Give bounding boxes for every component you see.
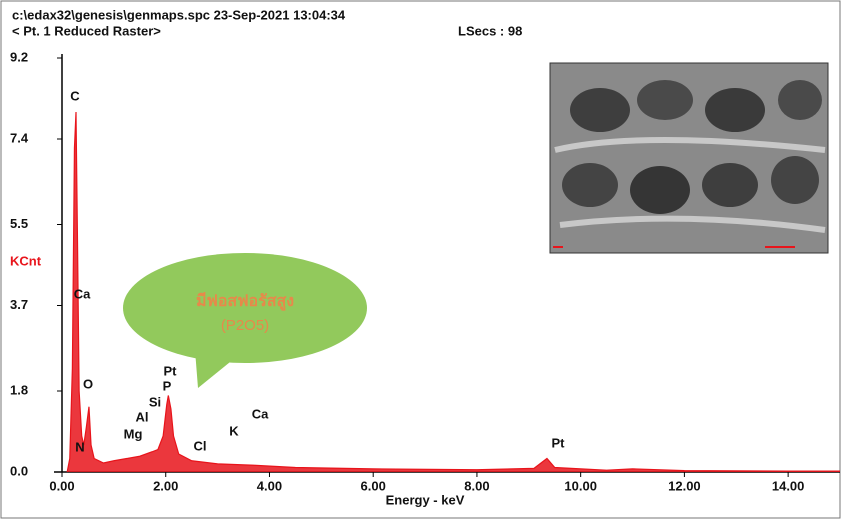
- raster-info: < Pt. 1 Reduced Raster>: [12, 23, 161, 38]
- peak-label: Al: [136, 409, 149, 424]
- callout-text: มีฟอสฟอรัสสูง: [196, 291, 294, 312]
- x-axis-label: Energy - keV: [386, 492, 465, 507]
- x-tick-label: 8.00: [464, 478, 489, 493]
- y-tick-label: 0.0: [10, 463, 28, 478]
- y-tick-label: 5.5: [10, 216, 28, 231]
- sem-image: [550, 63, 828, 253]
- peak-label: Cl: [194, 438, 207, 453]
- y-tick-label: 7.4: [10, 130, 29, 145]
- y-axis-label: KCnt: [10, 253, 42, 268]
- y-tick-label: 3.7: [10, 297, 28, 312]
- peak-label: P: [163, 378, 172, 393]
- file-info: c:\edax32\genesis\genmaps.spc 23-Sep-202…: [12, 7, 346, 22]
- lsecs-info: LSecs : 98: [458, 23, 522, 38]
- peak-label: Si: [149, 394, 161, 409]
- callout-formula: (P2O5): [221, 317, 269, 334]
- peak-label: N: [75, 439, 84, 454]
- peak-label: Ca: [74, 286, 91, 301]
- x-tick-label: 14.00: [772, 478, 805, 493]
- peak-label: C: [70, 88, 80, 103]
- x-tick-label: 0.00: [49, 478, 74, 493]
- peak-label: Pt: [164, 363, 178, 378]
- x-tick-label: 10.00: [564, 478, 597, 493]
- peak-label: Mg: [124, 426, 143, 441]
- x-tick-label: 12.00: [668, 478, 701, 493]
- peak-label: K: [229, 423, 239, 438]
- peak-label: Ca: [252, 406, 269, 421]
- screenshot: c:\edax32\genesis\genmaps.spc 23-Sep-202…: [0, 0, 841, 519]
- peak-label: O: [83, 376, 93, 391]
- x-tick-label: 4.00: [257, 478, 282, 493]
- x-tick-label: 2.00: [153, 478, 178, 493]
- y-tick-label: 1.8: [10, 382, 28, 397]
- peak-label: Pt: [552, 435, 566, 450]
- y-tick-label: 9.2: [10, 49, 28, 64]
- x-tick-label: 6.00: [361, 478, 386, 493]
